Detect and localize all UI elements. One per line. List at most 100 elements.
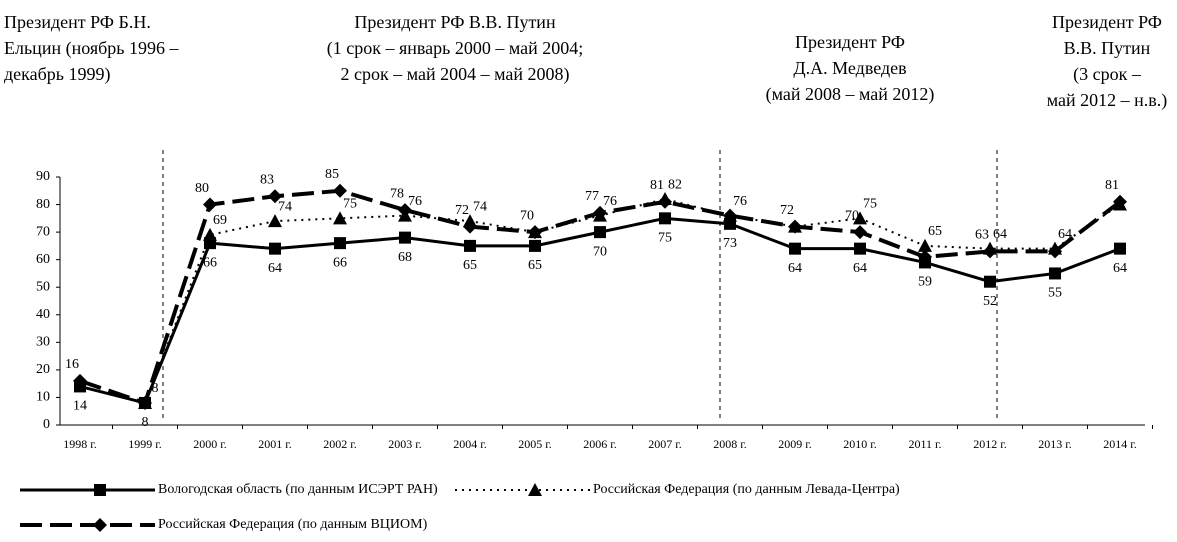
period-annotation: (май 2008 – май 2012) [766, 84, 935, 105]
point-marker [723, 208, 737, 223]
data-label: 68 [398, 250, 412, 265]
y-tick-label: 50 [36, 279, 50, 294]
data-label: 70 [845, 208, 859, 223]
point-marker [138, 395, 152, 410]
period-annotation: 2 срок – май 2004 – май 2008) [340, 64, 569, 85]
data-label: 64 [1058, 227, 1072, 242]
y-tick-label: 90 [36, 169, 50, 184]
data-label: 76 [408, 194, 422, 209]
x-tick-label: 2011 г. [908, 437, 941, 451]
data-label: 69 [213, 213, 227, 228]
legend-label: Вологодская область (по данным ИСЭРТ РАН… [158, 482, 438, 497]
x-tick-label: 2014 г. [1103, 437, 1137, 451]
point-marker [1114, 242, 1126, 255]
data-label: 70 [593, 244, 607, 259]
x-tick-label: 2007 г. [648, 437, 682, 451]
period-annotation: Президент РФ [795, 32, 905, 52]
point-marker [269, 242, 281, 255]
data-label: 74 [473, 199, 487, 214]
period-annotation: декабрь 1999) [4, 64, 110, 85]
data-label: 66 [203, 255, 217, 270]
x-tick-label: 2000 г. [193, 437, 227, 451]
y-tick-label: 0 [43, 417, 50, 432]
period-annotation: Д.А. Медведев [793, 58, 906, 78]
legend-label: Российская Федерация (по данным ВЦИОМ) [158, 517, 428, 532]
point-marker [853, 211, 867, 225]
data-label: 66 [333, 255, 347, 270]
data-label: 85 [325, 167, 339, 182]
x-tick-label: 1998 г. [63, 437, 97, 451]
point-marker [203, 227, 217, 241]
data-label: 74 [278, 199, 292, 214]
data-label: 75 [863, 197, 877, 212]
point-marker [529, 239, 541, 252]
y-tick-label: 80 [36, 197, 50, 212]
period-annotation: май 2012 – н.в.) [1047, 90, 1168, 111]
data-label: 76 [733, 194, 747, 209]
point-marker [268, 214, 282, 228]
point-marker [1049, 267, 1061, 280]
point-marker [918, 249, 932, 264]
period-annotation: Президент РФ [1052, 12, 1162, 32]
x-tick-label: 2005 г. [518, 437, 552, 451]
data-label: 65 [528, 258, 542, 273]
y-tick-label: 60 [36, 252, 50, 267]
y-tick-label: 20 [36, 362, 50, 377]
x-tick-label: 2003 г. [388, 437, 422, 451]
point-marker [658, 194, 672, 209]
x-tick-label: 2009 г. [778, 437, 812, 451]
point-marker [853, 225, 867, 240]
data-label: 83 [260, 173, 274, 188]
data-label: 55 [1048, 286, 1062, 301]
y-tick-label: 10 [36, 390, 50, 405]
point-marker [268, 189, 282, 204]
data-label: 64 [268, 261, 282, 276]
data-label: 63 [975, 228, 989, 243]
x-tick-label: 2012 г. [973, 437, 1007, 451]
x-tick-label: 2010 г. [843, 437, 877, 451]
x-tick-label: 1999 г. [128, 437, 162, 451]
series-line [79, 188, 1122, 406]
data-label: 80 [195, 181, 209, 196]
data-label: 81 [650, 178, 664, 193]
point-marker [528, 225, 542, 240]
point-marker [399, 231, 411, 244]
legend-label: Российская Федерация (по данным Левада-Ц… [593, 482, 900, 497]
point-marker [94, 484, 106, 496]
point-marker [333, 183, 347, 198]
x-tick-label: 2008 г. [713, 437, 747, 451]
data-label: 8 [142, 415, 149, 430]
x-tick-label: 2004 г. [453, 437, 487, 451]
x-tick-label: 2001 г. [258, 437, 292, 451]
x-tick-label: 2006 г. [583, 437, 617, 451]
point-marker [983, 244, 997, 259]
data-label: 65 [928, 224, 942, 239]
data-label: 52 [983, 294, 997, 309]
data-label: 64 [853, 261, 867, 276]
point-marker [333, 211, 347, 225]
data-label: 16 [65, 357, 79, 372]
y-tick-label: 40 [36, 307, 50, 322]
period-annotation: (1 срок – январь 2000 – май 2004; [327, 38, 584, 59]
point-marker [73, 373, 87, 388]
data-label: 64 [993, 227, 1007, 242]
period-annotation: Президент РФ В.В. Путин [354, 12, 556, 32]
period-annotation: Ельцин (ноябрь 1996 – [4, 38, 180, 59]
period-annotation: В.В. Путин [1064, 38, 1151, 58]
data-label: 14 [73, 399, 87, 414]
point-marker [788, 219, 802, 234]
period-annotation: (3 срок – [1073, 64, 1142, 85]
x-tick-label: 2013 г. [1038, 437, 1072, 451]
data-label: 59 [918, 275, 932, 290]
y-tick-label: 70 [36, 224, 50, 239]
point-marker [789, 242, 801, 255]
data-label: 65 [463, 258, 477, 273]
data-label: 76 [603, 194, 617, 209]
point-marker [984, 275, 996, 288]
y-tick-label: 30 [36, 335, 50, 350]
point-marker [1048, 244, 1062, 259]
data-label: 72 [780, 203, 794, 218]
x-tick-label: 2002 г. [323, 437, 357, 451]
data-label: 73 [723, 236, 737, 251]
